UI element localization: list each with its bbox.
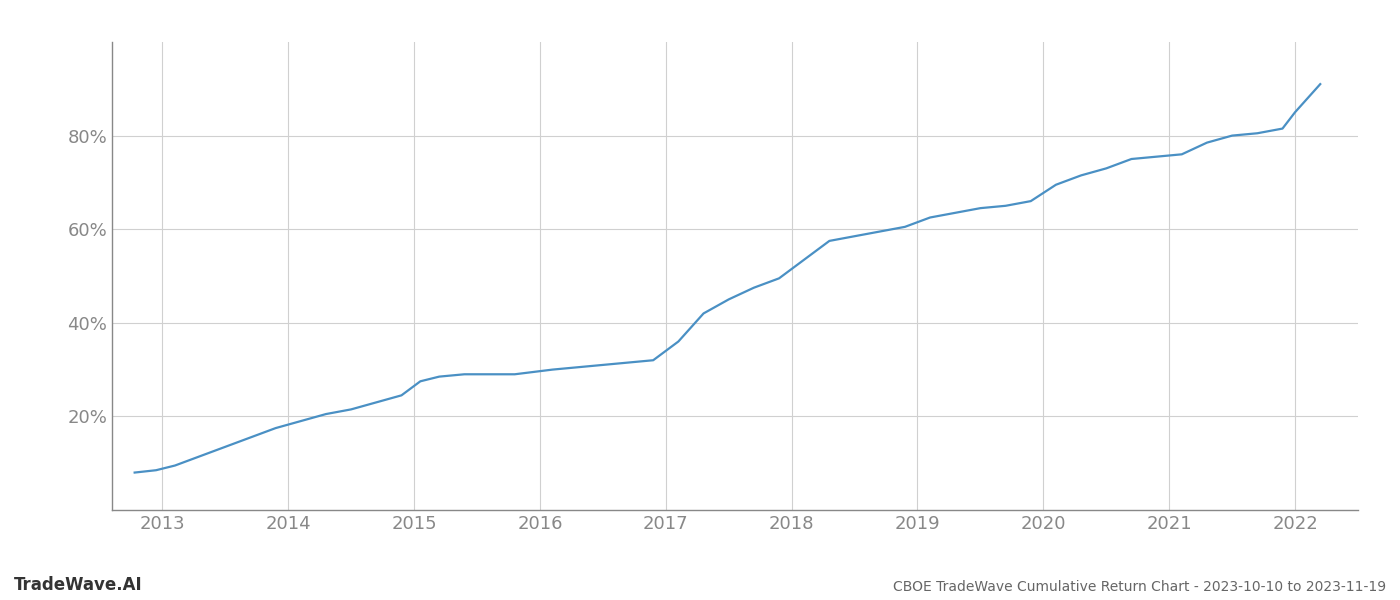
Text: TradeWave.AI: TradeWave.AI xyxy=(14,576,143,594)
Text: CBOE TradeWave Cumulative Return Chart - 2023-10-10 to 2023-11-19: CBOE TradeWave Cumulative Return Chart -… xyxy=(893,580,1386,594)
